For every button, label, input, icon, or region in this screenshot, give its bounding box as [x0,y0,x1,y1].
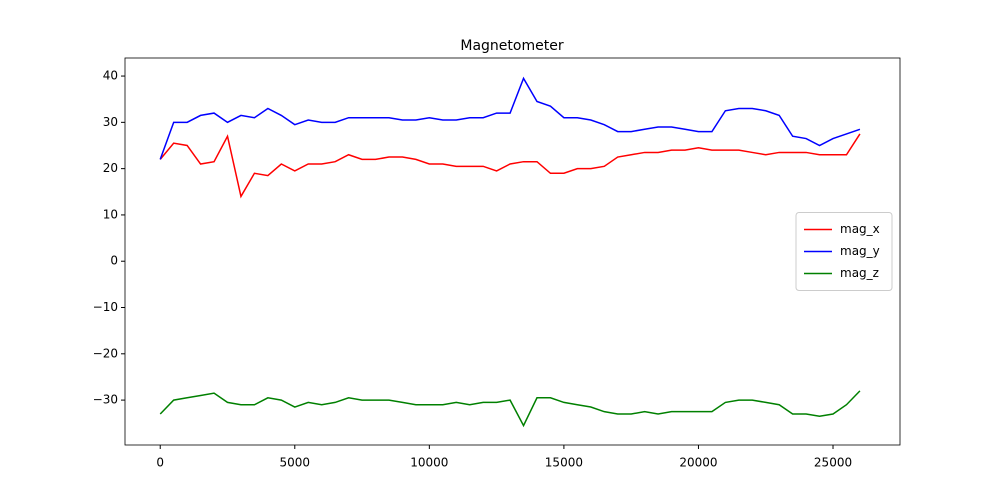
y-tick-label: 30 [103,115,118,129]
data-line [159,133,861,199]
data-line [159,390,861,428]
y-tick-label: −20 [93,346,118,360]
y-tick-label: 0 [110,254,118,268]
y-tick-label: 40 [103,69,118,83]
x-tick-label: 0 [156,456,164,470]
chart-title: Magnetometer [460,38,563,54]
y-tick-label: −10 [93,300,118,314]
x-tick-label: 20000 [679,456,717,470]
y-tick-label: 10 [103,207,118,221]
x-tick-label: 5000 [280,456,311,470]
legend-box [795,212,893,291]
x-tick-label: 25000 [814,456,852,470]
plot-frame [124,57,901,446]
x-tick-label: 10000 [410,456,448,470]
legend-label: mag_z [840,266,879,280]
legend-label: mag_x [840,222,880,236]
y-tick-label: 20 [103,161,118,175]
x-tick-label: 15000 [545,456,583,470]
data-line [159,76,861,160]
y-tick-label: −30 [93,393,118,407]
legend-label: mag_y [840,244,880,258]
